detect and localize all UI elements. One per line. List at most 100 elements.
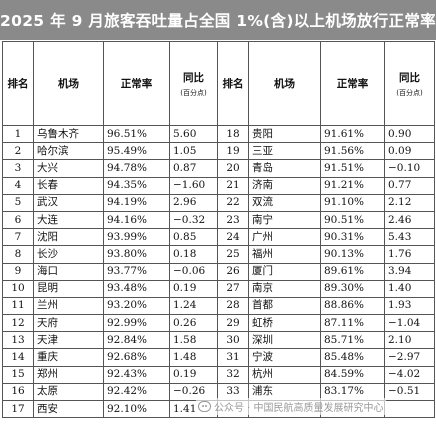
left-yoy-cell: 0.26 — [169, 314, 218, 333]
right-yoy-cell: 0.09 — [384, 142, 435, 161]
page-title: 2025 年 9 月旅客吞吐量占全国 1%(含)以上机场放行正常率 — [0, 0, 436, 40]
left-airport-cell: 太原 — [33, 382, 104, 402]
right-airport-cell: 南宁 — [248, 210, 321, 230]
right-rank-cell: 31 — [217, 348, 249, 367]
right-yoy-cell: 0.90 — [384, 124, 435, 144]
right-rate-cell: 85.48% — [320, 348, 385, 367]
left-rank-cell: 6 — [2, 210, 34, 230]
right-yoy-cell: 5.43 — [384, 228, 435, 247]
left-rate-cell: 96.51% — [103, 124, 170, 144]
header-yoy-unit-right: (百分点) — [396, 88, 423, 97]
left-airport-cell: 郑州 — [33, 365, 104, 384]
left-rate-cell: 95.49% — [103, 142, 170, 161]
wechat-icon — [198, 401, 211, 412]
header-yoy-right: 同比 (百分点) — [384, 41, 435, 126]
right-rank-cell: 19 — [217, 142, 249, 161]
left-airport-cell: 武汉 — [33, 193, 104, 212]
right-rank-cell: 24 — [217, 228, 249, 247]
left-airport-cell: 天府 — [33, 314, 104, 333]
right-airport-cell: 福州 — [248, 245, 321, 264]
table-header-row: 排名 机场 正常率 同比 (百分点) 排名 机场 正常率 同比 (百分点) — [2, 41, 435, 126]
left-rank-cell: 14 — [2, 348, 34, 367]
left-yoy-cell: −0.06 — [169, 262, 218, 281]
left-airport-cell: 兰州 — [33, 296, 104, 316]
left-rate-cell: 92.99% — [103, 314, 170, 333]
left-yoy-cell: 1.24 — [169, 296, 218, 316]
left-rank-cell: 17 — [2, 399, 34, 419]
left-rank-cell: 10 — [2, 279, 34, 298]
table-row: 14 重庆 92.68% 1.48 31 宁波 85.48% −2.97 — [2, 348, 435, 367]
right-yoy-cell: 2.12 — [384, 193, 435, 212]
right-yoy-cell: 2.10 — [384, 331, 435, 350]
left-rate-cell: 93.80% — [103, 245, 170, 264]
left-rank-cell: 12 — [2, 314, 34, 333]
left-airport-cell: 大连 — [33, 210, 104, 230]
right-yoy-cell: −0.10 — [384, 159, 435, 178]
table-row: 2 哈尔滨 95.49% 1.05 19 三亚 91.56% 0.09 — [2, 142, 435, 161]
right-rate-cell: 89.61% — [320, 262, 385, 281]
table-body: 1 乌鲁木齐 96.51% 5.60 18 贵阳 91.61% 0.90 2 哈尔滨 95.49% 1… — [2, 124, 435, 419]
table-row: 5 武汉 94.19% 2.96 22 双流 91.10% 2.12 — [2, 193, 435, 212]
right-yoy-cell: −0.51 — [384, 382, 435, 402]
table-row: 11 兰州 93.20% 1.24 28 首都 88.86% 1.93 — [2, 296, 435, 316]
header-yoy: 同比 (百分点) — [169, 41, 218, 126]
left-yoy-cell: 0.18 — [169, 245, 218, 264]
table-row: 6 大连 94.16% −0.32 23 南宁 90.51% 2.46 — [2, 210, 435, 230]
right-rank-cell: 18 — [217, 124, 249, 144]
left-rank-cell: 5 — [2, 193, 34, 212]
right-rank-cell: 21 — [217, 176, 249, 195]
right-rate-cell: 89.30% — [320, 279, 385, 298]
left-airport-cell: 天津 — [33, 331, 104, 350]
left-rank-cell: 1 — [2, 124, 34, 144]
right-rank-cell: 29 — [217, 314, 249, 333]
right-airport-cell: 济南 — [248, 176, 321, 195]
header-rate: 正常率 — [103, 41, 170, 126]
left-airport-cell: 重庆 — [33, 348, 104, 367]
right-airport-cell: 青岛 — [248, 159, 321, 178]
right-yoy-cell: 1.76 — [384, 245, 435, 264]
watermark: 公众号 · 中国民航高质量发展研究中心 — [196, 398, 386, 415]
right-rate-cell: 91.21% — [320, 176, 385, 195]
header-airport-right: 机场 — [248, 41, 321, 126]
left-rank-cell: 8 — [2, 245, 34, 264]
left-airport-cell: 长沙 — [33, 245, 104, 264]
right-airport-cell: 三亚 — [248, 142, 321, 161]
left-rank-cell: 2 — [2, 142, 34, 161]
right-yoy-cell: −4.02 — [384, 365, 435, 384]
left-rate-cell: 94.78% — [103, 159, 170, 178]
left-rate-cell: 93.77% — [103, 262, 170, 281]
left-yoy-cell: 0.87 — [169, 159, 218, 178]
left-airport-cell: 西安 — [33, 399, 104, 419]
right-rank-cell: 26 — [217, 262, 249, 281]
left-rate-cell: 93.99% — [103, 228, 170, 247]
table-row: 15 郑州 92.43% 0.19 32 杭州 84.59% −4.02 — [2, 365, 435, 384]
left-rate-cell: 92.43% — [103, 365, 170, 384]
right-airport-cell: 深圳 — [248, 331, 321, 350]
header-yoy-unit: (百分点) — [180, 88, 207, 97]
right-yoy-cell: 2.46 — [384, 210, 435, 230]
left-yoy-cell: 5.60 — [169, 124, 218, 144]
right-rate-cell: 85.71% — [320, 331, 385, 350]
left-rate-cell: 92.42% — [103, 382, 170, 402]
left-airport-cell: 海口 — [33, 262, 104, 281]
left-rank-cell: 16 — [2, 382, 34, 402]
table-row: 12 天府 92.99% 0.26 29 虹桥 87.11% −1.04 — [2, 314, 435, 333]
table-row: 9 海口 93.77% −0.06 26 厦门 89.61% 3.94 — [2, 262, 435, 281]
left-airport-cell: 哈尔滨 — [33, 142, 104, 161]
header-airport: 机场 — [33, 41, 104, 126]
left-yoy-cell: −0.32 — [169, 210, 218, 230]
right-rank-cell: 32 — [217, 365, 249, 384]
right-yoy-cell: −1.04 — [384, 314, 435, 333]
left-rate-cell: 92.84% — [103, 331, 170, 350]
right-rate-cell: 90.51% — [320, 210, 385, 230]
right-airport-cell: 厦门 — [248, 262, 321, 281]
right-airport-cell: 广州 — [248, 228, 321, 247]
right-yoy-cell: 3.94 — [384, 262, 435, 281]
header-rank-right: 排名 — [217, 41, 249, 126]
left-airport-cell: 昆明 — [33, 279, 104, 298]
left-airport-cell: 长春 — [33, 176, 104, 195]
right-airport-cell: 杭州 — [248, 365, 321, 384]
left-rate-cell: 92.68% — [103, 348, 170, 367]
right-rate-cell: 84.59% — [320, 365, 385, 384]
